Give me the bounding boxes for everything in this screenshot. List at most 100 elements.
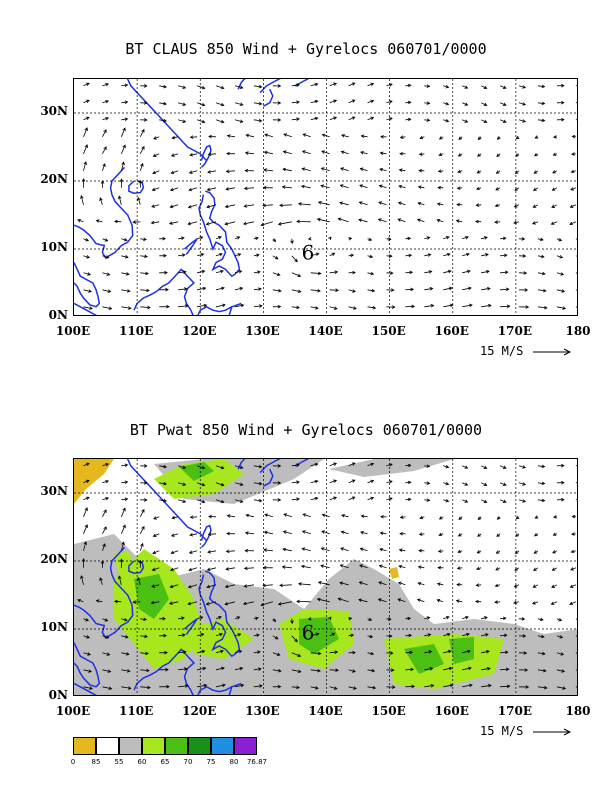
panel2-wind-vector bbox=[291, 497, 300, 501]
panel2-shade-region-9 bbox=[134, 574, 169, 619]
panel1-wind-vector bbox=[153, 136, 160, 140]
panel1-wind-vector bbox=[329, 288, 339, 292]
panel2-wind-vector bbox=[455, 599, 463, 603]
panel1-wind-vector bbox=[424, 84, 431, 88]
panel1-wind-vector bbox=[316, 217, 330, 223]
panel1-wind-vector bbox=[83, 99, 90, 104]
panel1-wind-vector bbox=[556, 272, 565, 276]
panel1-wind-vector bbox=[481, 303, 492, 308]
panel1-wind-vector bbox=[100, 180, 105, 188]
panel2-wind-vector bbox=[575, 482, 577, 484]
panel1-wind-vector bbox=[405, 270, 414, 275]
panel1-wind-vector bbox=[272, 101, 282, 105]
panel2-wind-vector bbox=[310, 651, 322, 656]
panel1-wind-vector bbox=[120, 144, 126, 154]
panel2-wind-vector bbox=[531, 601, 539, 605]
panel2-wind-vector bbox=[189, 515, 198, 519]
panel2-wind-vector bbox=[178, 684, 189, 688]
panel2-wind-vector bbox=[215, 666, 225, 671]
panel2-wind-vector bbox=[419, 515, 425, 520]
panel1-wind-vector bbox=[196, 236, 204, 240]
panel2-wind-vector bbox=[215, 683, 226, 688]
panel1-wind-vector bbox=[397, 201, 406, 206]
panel2-wind-vector bbox=[234, 616, 241, 620]
panel1-wind-vector bbox=[150, 220, 160, 225]
panel2-wind-vector bbox=[159, 684, 170, 689]
panel2-wind-vector bbox=[188, 550, 198, 554]
panel2-wind-vector bbox=[534, 532, 539, 537]
panel1-wind-vector bbox=[537, 271, 546, 276]
panel2-wind-vector bbox=[83, 686, 93, 690]
panel1-wind-vector bbox=[500, 236, 507, 241]
panel1-wind-vector bbox=[399, 151, 406, 156]
panel2-wind-vector bbox=[398, 564, 406, 569]
colorbar-label: 75 bbox=[206, 758, 216, 766]
panel2-wind-vector bbox=[119, 558, 124, 568]
panel2-wind-vector bbox=[102, 543, 106, 551]
panel2-wind-vector bbox=[556, 686, 567, 690]
panel2-wind-vector bbox=[424, 481, 431, 485]
panel2-wind-vector bbox=[282, 530, 292, 535]
panel1-wind-vector bbox=[477, 136, 482, 140]
panel2-wind-vector bbox=[151, 584, 160, 588]
panel1-coastline-2 bbox=[74, 262, 101, 308]
panel2-wind-vector bbox=[438, 532, 444, 537]
panel2-wind-vector bbox=[277, 601, 292, 606]
panel2-wind-vector bbox=[102, 479, 110, 484]
panel1-lon-label: 130E bbox=[245, 324, 280, 338]
panel1-wind-vector bbox=[310, 288, 321, 293]
panel1-lon-label: 160E bbox=[434, 324, 469, 338]
panel2-wind-vector bbox=[438, 516, 444, 520]
panel2-wind-vector bbox=[405, 684, 416, 689]
panel2-wind-vector bbox=[170, 550, 179, 555]
panel1-wind-vector bbox=[140, 254, 148, 259]
panel2-wind-vector bbox=[224, 601, 236, 606]
panel1-wind-vector bbox=[499, 119, 507, 123]
panel1-wind-vector bbox=[207, 170, 217, 174]
panel1-wind-vector bbox=[480, 119, 488, 123]
panel2-wind-vector bbox=[290, 618, 294, 625]
panel2-wind-vector bbox=[475, 599, 482, 604]
panel1-wind-vector bbox=[121, 117, 129, 122]
panel2-wind-vector bbox=[378, 564, 387, 569]
panel2-wind-vector bbox=[556, 480, 565, 485]
panel2-wind-vector bbox=[178, 616, 185, 620]
panel1-wind-vector bbox=[386, 237, 392, 241]
panel2-wind-vector bbox=[329, 668, 339, 672]
panel2-wind-vector bbox=[206, 567, 217, 572]
panel1-wind-vector bbox=[139, 128, 145, 137]
panel2-wind-vector bbox=[159, 616, 166, 621]
panel1-wind-vector bbox=[328, 236, 332, 241]
panel1-wind-vector bbox=[519, 271, 528, 275]
panel2-wind-vector bbox=[159, 633, 167, 638]
panel2-wind-vector bbox=[121, 635, 129, 639]
panel1-title: BT CLAUS 850 Wind + Gyrelocs 060701/0000 bbox=[125, 40, 487, 58]
panel1-wind-vector bbox=[494, 203, 501, 208]
panel1-wind-vector bbox=[281, 185, 292, 189]
panel2-wind-vector bbox=[196, 499, 206, 504]
panel2-wind-vector bbox=[379, 531, 387, 535]
panel2-wind-vector bbox=[556, 497, 565, 502]
panel2-lat-label: 10N bbox=[40, 620, 68, 634]
panel1-wind-vector bbox=[197, 303, 208, 308]
panel1-wind-vector bbox=[329, 270, 339, 274]
panel1-wind-vector bbox=[243, 186, 254, 191]
colorbar-label: 65 bbox=[160, 758, 170, 766]
panel1-wind-vector bbox=[519, 254, 527, 258]
panel1-wind-vector bbox=[178, 236, 185, 240]
panel2-wind-vector bbox=[159, 464, 167, 469]
panel1-wind-vector bbox=[137, 196, 141, 205]
panel1-wind-vector bbox=[291, 117, 300, 121]
panel1-wind-vector bbox=[290, 238, 294, 245]
panel2-shade-region-12 bbox=[449, 637, 474, 664]
panel2-wind-vector bbox=[159, 667, 169, 672]
panel1-wind-vector bbox=[121, 255, 129, 259]
panel2-wind-vector bbox=[159, 481, 167, 486]
panel2-wind-vector bbox=[197, 683, 208, 688]
panel2-wind-vector bbox=[575, 618, 577, 622]
panel2-map: 6 bbox=[73, 458, 578, 696]
panel2-wind-vector bbox=[178, 633, 186, 637]
panel1-wind-vector bbox=[279, 203, 292, 208]
panel2-wind-vector bbox=[253, 667, 262, 671]
panel1-wind-vector bbox=[310, 82, 319, 87]
